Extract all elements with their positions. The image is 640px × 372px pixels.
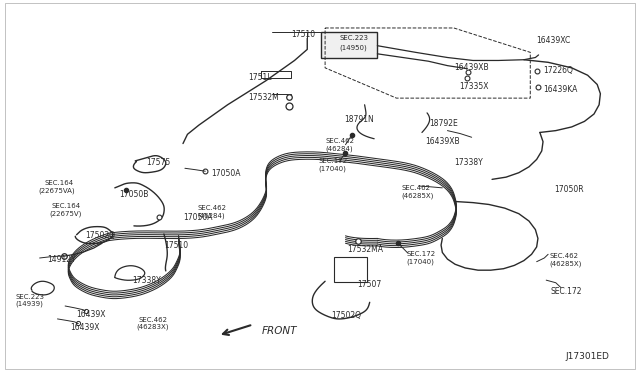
Text: 17510: 17510 bbox=[291, 30, 316, 39]
Text: 17507: 17507 bbox=[357, 280, 381, 289]
Text: SEC.164: SEC.164 bbox=[45, 180, 74, 186]
Text: SEC.172: SEC.172 bbox=[319, 158, 348, 164]
Bar bbox=[334, 257, 367, 282]
Text: 17338Y: 17338Y bbox=[132, 276, 161, 285]
Text: 17050A: 17050A bbox=[183, 213, 212, 222]
Text: 17335X: 17335X bbox=[459, 82, 488, 91]
Text: 16439X: 16439X bbox=[77, 310, 106, 319]
Text: 1751L: 1751L bbox=[248, 73, 272, 81]
Text: SEC.462: SEC.462 bbox=[138, 317, 168, 323]
Text: 17226Q: 17226Q bbox=[543, 66, 573, 75]
Text: SEC.164: SEC.164 bbox=[51, 203, 80, 209]
Text: 17338Y: 17338Y bbox=[454, 157, 483, 167]
Text: 17050B: 17050B bbox=[119, 190, 148, 199]
Text: (14950): (14950) bbox=[339, 44, 367, 51]
Text: 16439X: 16439X bbox=[70, 323, 100, 331]
Text: SEC.223: SEC.223 bbox=[339, 35, 368, 41]
Text: 16439XB: 16439XB bbox=[454, 63, 488, 72]
Text: (46284): (46284) bbox=[198, 212, 225, 219]
Text: 16439XC: 16439XC bbox=[537, 36, 571, 45]
Text: 14912Y: 14912Y bbox=[47, 254, 76, 264]
Text: SEC.462: SEC.462 bbox=[549, 253, 579, 259]
Text: 17502Q: 17502Q bbox=[332, 311, 362, 320]
Text: SEC.462: SEC.462 bbox=[198, 205, 227, 211]
Text: 17532MA: 17532MA bbox=[347, 245, 383, 254]
Text: 18792E: 18792E bbox=[429, 119, 458, 128]
Text: (17040): (17040) bbox=[406, 259, 435, 265]
Text: 17575: 17575 bbox=[147, 157, 171, 167]
Text: SEC.172: SEC.172 bbox=[550, 287, 582, 296]
Text: (22675VA): (22675VA) bbox=[38, 187, 75, 194]
Text: SEC.172: SEC.172 bbox=[406, 251, 436, 257]
Text: 17050R: 17050R bbox=[554, 185, 584, 194]
Text: J17301ED: J17301ED bbox=[565, 352, 609, 361]
Text: (46284): (46284) bbox=[325, 146, 353, 152]
Text: 17532M: 17532M bbox=[248, 93, 280, 102]
Text: FRONT: FRONT bbox=[261, 326, 297, 336]
Text: 17510: 17510 bbox=[164, 241, 188, 250]
Text: (22675V): (22675V) bbox=[49, 211, 81, 217]
Text: (46285X): (46285X) bbox=[549, 260, 582, 267]
Text: 17050A: 17050A bbox=[212, 169, 241, 177]
Text: 17502Q: 17502Q bbox=[86, 231, 115, 240]
Text: (46285X): (46285X) bbox=[401, 193, 434, 199]
Text: 16439XB: 16439XB bbox=[425, 137, 460, 146]
Text: SEC.462: SEC.462 bbox=[325, 138, 354, 144]
Text: (17040): (17040) bbox=[319, 166, 347, 172]
Bar bbox=[321, 32, 378, 58]
Text: 16439KA: 16439KA bbox=[543, 85, 577, 94]
Text: (14939): (14939) bbox=[15, 301, 44, 307]
Text: 18791N: 18791N bbox=[344, 115, 374, 124]
Text: (46283X): (46283X) bbox=[136, 324, 169, 330]
Text: SEC.223: SEC.223 bbox=[15, 294, 44, 300]
Text: SEC.462: SEC.462 bbox=[401, 185, 431, 191]
